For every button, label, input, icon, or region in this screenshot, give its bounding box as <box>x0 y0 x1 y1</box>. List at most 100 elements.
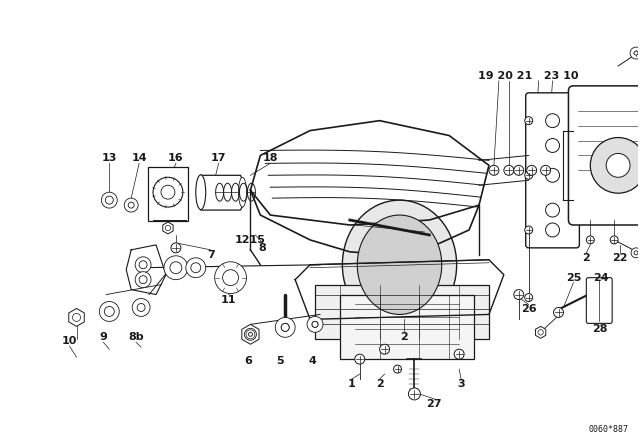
Circle shape <box>124 198 138 212</box>
Circle shape <box>394 365 401 373</box>
Circle shape <box>380 344 390 354</box>
Circle shape <box>139 276 147 284</box>
Text: 26: 26 <box>521 305 536 314</box>
Circle shape <box>312 321 318 327</box>
Circle shape <box>128 202 134 208</box>
Text: 25: 25 <box>566 273 581 283</box>
Circle shape <box>248 332 252 336</box>
Circle shape <box>514 165 524 175</box>
Circle shape <box>545 203 559 217</box>
Circle shape <box>244 328 257 340</box>
FancyBboxPatch shape <box>586 278 612 323</box>
Ellipse shape <box>196 175 205 210</box>
Circle shape <box>137 303 145 311</box>
Circle shape <box>489 165 499 175</box>
Circle shape <box>355 354 365 364</box>
Circle shape <box>554 307 563 318</box>
Text: 16: 16 <box>168 153 184 164</box>
Circle shape <box>191 263 201 273</box>
Circle shape <box>153 177 183 207</box>
FancyBboxPatch shape <box>568 86 640 225</box>
Text: 9: 9 <box>99 332 108 342</box>
Circle shape <box>634 251 638 255</box>
Circle shape <box>538 330 543 335</box>
Text: 3: 3 <box>458 379 465 389</box>
Text: 1215: 1215 <box>235 235 266 245</box>
Circle shape <box>223 270 239 286</box>
Circle shape <box>161 185 175 199</box>
Circle shape <box>281 323 289 332</box>
Circle shape <box>101 192 117 208</box>
Circle shape <box>281 323 289 332</box>
Polygon shape <box>536 326 546 338</box>
Text: 13: 13 <box>102 153 117 164</box>
Circle shape <box>631 248 640 258</box>
Text: 8: 8 <box>259 243 266 253</box>
Circle shape <box>545 114 559 128</box>
Circle shape <box>135 271 151 288</box>
Circle shape <box>586 236 595 244</box>
Circle shape <box>525 293 532 302</box>
Circle shape <box>99 302 119 321</box>
Circle shape <box>610 236 618 244</box>
Circle shape <box>634 51 638 55</box>
Circle shape <box>525 116 532 125</box>
Text: 4: 4 <box>308 356 316 366</box>
Text: 17: 17 <box>211 153 227 164</box>
Text: 2: 2 <box>401 332 408 342</box>
Circle shape <box>527 165 537 175</box>
Circle shape <box>135 257 151 273</box>
Circle shape <box>504 165 514 175</box>
Circle shape <box>541 165 550 175</box>
Text: 10: 10 <box>62 336 77 346</box>
Ellipse shape <box>342 200 457 329</box>
Polygon shape <box>68 309 84 326</box>
Circle shape <box>545 168 559 182</box>
Circle shape <box>525 226 532 234</box>
Circle shape <box>590 138 640 193</box>
Circle shape <box>132 298 150 316</box>
Circle shape <box>170 262 182 274</box>
Circle shape <box>186 258 205 278</box>
Circle shape <box>214 262 246 293</box>
Text: 8b: 8b <box>129 332 144 342</box>
Ellipse shape <box>357 215 442 314</box>
Text: 6: 6 <box>244 356 252 366</box>
FancyBboxPatch shape <box>148 168 188 221</box>
Text: 19 20 21   23 10: 19 20 21 23 10 <box>479 71 579 81</box>
Text: 0060*887: 0060*887 <box>588 425 628 434</box>
Text: 14: 14 <box>131 153 147 164</box>
Text: 2: 2 <box>376 379 383 389</box>
Text: 24: 24 <box>593 273 609 283</box>
FancyBboxPatch shape <box>525 93 579 248</box>
Circle shape <box>632 49 640 57</box>
Text: 1: 1 <box>348 379 356 389</box>
Circle shape <box>307 316 323 332</box>
Circle shape <box>164 256 188 280</box>
FancyBboxPatch shape <box>315 284 489 339</box>
Text: 22: 22 <box>612 253 628 263</box>
Circle shape <box>139 261 147 269</box>
Text: 27: 27 <box>426 399 442 409</box>
Circle shape <box>165 225 171 231</box>
Text: 18: 18 <box>262 153 278 164</box>
Circle shape <box>545 138 559 152</box>
Text: 5: 5 <box>276 356 284 366</box>
Text: 7: 7 <box>207 250 214 260</box>
Circle shape <box>606 154 630 177</box>
Circle shape <box>106 196 113 204</box>
Polygon shape <box>242 324 259 344</box>
Circle shape <box>545 223 559 237</box>
Circle shape <box>630 47 640 59</box>
Circle shape <box>275 318 295 337</box>
Circle shape <box>525 171 532 179</box>
Circle shape <box>246 330 255 339</box>
Text: 11: 11 <box>221 294 236 305</box>
Polygon shape <box>163 222 173 234</box>
Circle shape <box>408 388 420 400</box>
Circle shape <box>312 321 318 327</box>
Ellipse shape <box>239 177 246 207</box>
Circle shape <box>171 243 181 253</box>
Text: 2: 2 <box>582 253 590 263</box>
Circle shape <box>454 349 464 359</box>
